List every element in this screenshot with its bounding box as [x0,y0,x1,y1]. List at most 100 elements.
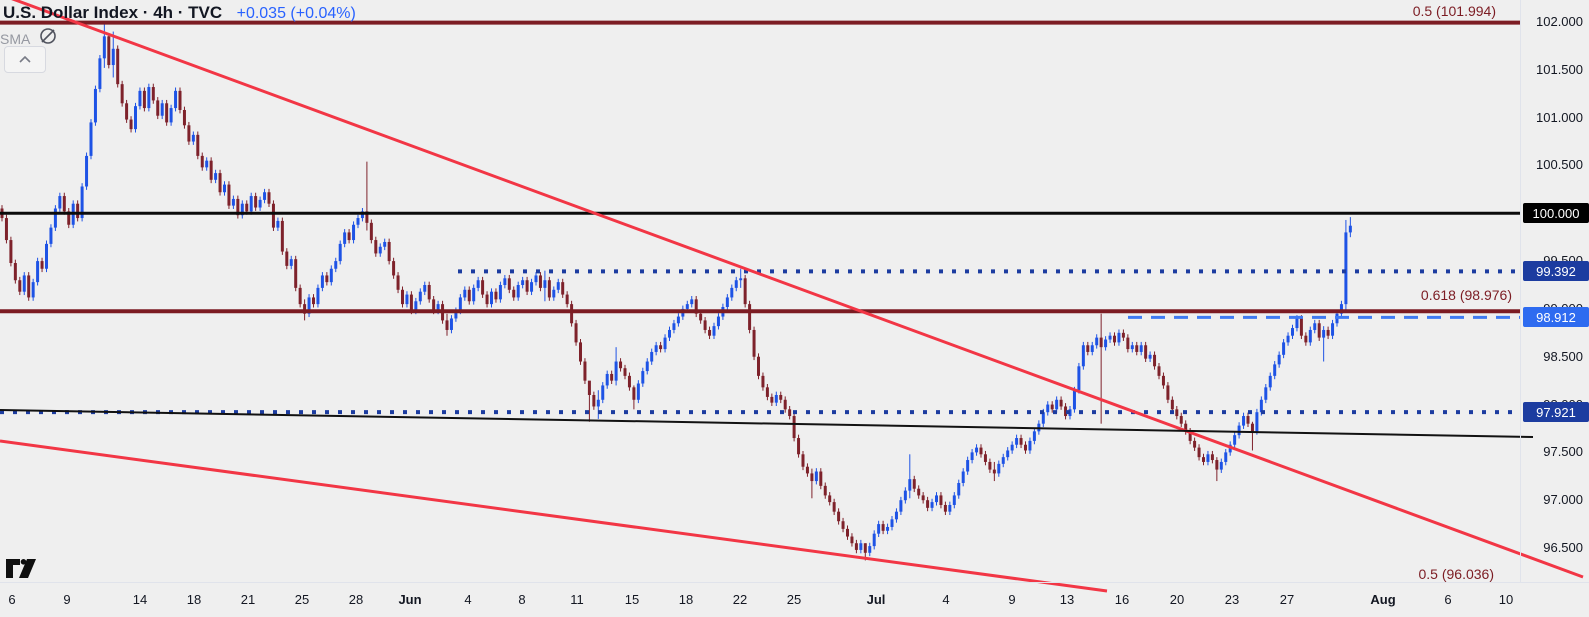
candle [1006,447,1010,461]
time-axis-label: 16 [1114,592,1130,607]
candle [22,272,26,296]
candle [138,87,142,110]
candle [654,341,658,356]
candle [445,313,449,336]
candle [1304,332,1308,346]
candle [325,272,329,286]
candle [948,501,952,516]
candle [142,87,146,112]
candle [903,487,907,504]
visibility-off-icon[interactable] [38,26,58,51]
candle [1144,341,1148,362]
candle [1161,372,1165,389]
price-axis[interactable]: 102.000101.500101.000100.500100.00099.50… [1520,0,1589,582]
candle [1331,319,1335,340]
candle [899,496,903,516]
candle [645,358,649,375]
candle [1246,412,1250,428]
candle [1032,427,1036,445]
candle [1108,332,1112,343]
price-axis-label: 101.000 [1536,109,1583,125]
candle [151,83,155,104]
candle [712,322,716,340]
candle [365,161,369,231]
candle [320,272,324,292]
candle [668,326,671,341]
candle [1153,351,1157,370]
lower-red-trendline[interactable] [0,439,1108,593]
candle [810,468,814,499]
candle [191,131,195,145]
candle [258,196,262,211]
price-chart-canvas[interactable] [0,0,1584,593]
candle [31,278,35,301]
candle [427,281,431,303]
candle [13,259,17,284]
candle [1282,339,1286,359]
candle [943,501,947,516]
candle [120,80,124,107]
candle [9,236,13,267]
candle [1001,453,1005,468]
candle [601,382,605,404]
candle [1215,457,1219,482]
candle [93,85,97,126]
candle [783,396,787,413]
candle [725,294,729,311]
candle [547,276,551,301]
time-axis-label: 27 [1279,592,1295,607]
candle [169,104,173,126]
candle [516,281,520,301]
indicator-name[interactable]: SMA [0,30,31,47]
candle [1317,319,1321,341]
candle [587,380,591,422]
candle [1242,412,1246,429]
price-axis-label: 102.000 [1536,13,1583,29]
candle [708,326,712,340]
candle [209,157,213,184]
candle [285,248,289,270]
candle [846,525,849,540]
candle [125,99,129,123]
time-axis-label: 15 [624,592,640,607]
candle [1299,315,1303,340]
candle [1219,458,1223,473]
price-line-badge[interactable]: 99.392 [1523,261,1589,282]
candle [289,255,293,270]
candle [935,492,938,506]
candle [356,214,360,229]
time-axis-label: 25 [786,592,802,607]
price-line-badge[interactable]: 100.000 [1523,203,1589,224]
candle [583,358,587,384]
time-axis[interactable]: 6 9 14 18 21 25 28 Jun 4 8 11 15 18 22 25 Jul 4 9 13 16 20 23… [0,582,1589,617]
candle [579,339,582,365]
candle [975,444,979,456]
candle [627,372,631,391]
candle [636,380,640,404]
time-axis-label: 6 [8,592,16,607]
candle [983,450,987,466]
candle [605,370,609,389]
candle [267,188,271,208]
upper-red-trendline[interactable] [10,0,1584,579]
candle [1291,324,1294,340]
candle [1322,326,1326,362]
time-axis-label: 11 [570,592,584,607]
candle [1059,396,1063,410]
candle [1175,405,1179,420]
candle [45,240,48,273]
candle [881,520,885,535]
price-line-badge[interactable]: 98.912 [1523,307,1589,328]
indicator-legend: SMA [0,26,58,51]
candle [343,229,347,248]
candle [147,83,151,112]
price-line-badge[interactable]: 97.921 [1523,402,1589,423]
tradingview-logo[interactable] [6,558,36,584]
black-trendline[interactable] [0,409,1534,438]
candle [570,300,574,327]
symbol-title[interactable]: U.S. Dollar Index · 4h · TVC [3,3,223,22]
candle [779,391,783,404]
candle [236,195,240,219]
toggle-panel-caret-button[interactable] [4,46,46,73]
